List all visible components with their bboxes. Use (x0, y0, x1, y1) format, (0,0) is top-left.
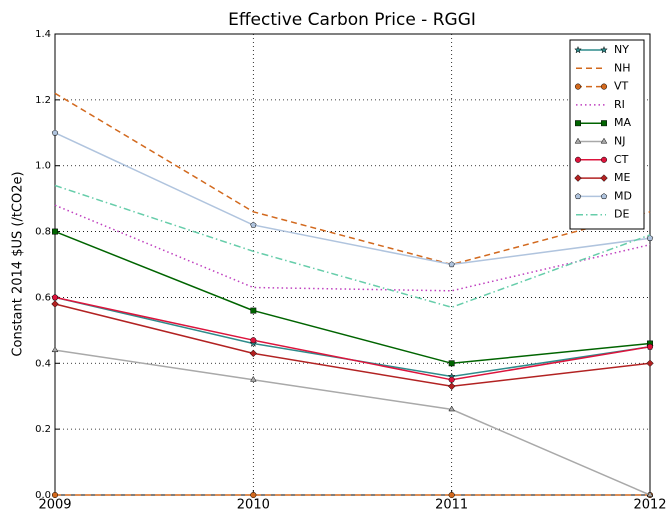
marker (601, 120, 607, 127)
marker (574, 174, 582, 182)
legend-label: CT (614, 153, 629, 166)
legend-label: RI (614, 98, 625, 111)
marker (600, 45, 608, 54)
marker (574, 137, 582, 144)
y-tick-label: 0.2 (35, 424, 51, 435)
marker (574, 193, 582, 200)
legend-label: NH (614, 61, 631, 74)
series-line (54, 296, 651, 381)
marker (448, 405, 455, 412)
marker (447, 382, 456, 391)
marker (646, 491, 654, 497)
legend-label: ME (614, 171, 630, 184)
legend-label: VT (614, 80, 629, 93)
marker (574, 83, 582, 90)
series-line (54, 230, 651, 365)
marker (52, 228, 58, 235)
series-line (54, 204, 651, 292)
marker (448, 360, 455, 367)
marker (575, 120, 581, 127)
marker (646, 343, 654, 350)
y-tick-label: 0.0 (35, 490, 51, 501)
marker (574, 156, 582, 163)
marker (250, 491, 257, 499)
marker (600, 193, 608, 200)
marker (51, 491, 59, 499)
marker (51, 346, 59, 353)
series-line (54, 92, 651, 266)
marker (574, 45, 582, 54)
plot-frame (54, 33, 651, 496)
series-line (54, 303, 651, 388)
marker (448, 261, 455, 268)
legend-label: MD (614, 189, 632, 202)
x-tick-label: 2010 (237, 498, 270, 513)
marker (249, 349, 258, 358)
marker (448, 491, 455, 499)
marker (448, 376, 455, 383)
series-line (54, 132, 651, 266)
legend-label: NY (614, 43, 629, 56)
y-tick-label: 1.4 (35, 29, 51, 40)
marker (250, 221, 257, 228)
marker (646, 234, 654, 241)
legend-label: MA (614, 116, 631, 129)
marker (600, 137, 608, 144)
marker (51, 294, 59, 301)
y-tick-label: 0.4 (35, 358, 51, 369)
x-tick-label: 2011 (435, 498, 468, 513)
marker (600, 174, 608, 182)
marker (250, 337, 257, 344)
x-tick-label: 2009 (38, 498, 71, 513)
y-tick-label: 1.2 (35, 95, 51, 106)
marker (250, 307, 257, 314)
marker (646, 359, 654, 368)
marker (250, 375, 257, 382)
chart-title: Effective Carbon Price - RGGI (228, 10, 476, 30)
series-line (54, 349, 651, 496)
marker (600, 83, 608, 90)
y-tick-label: 0.8 (35, 227, 51, 238)
legend-label: DE (614, 208, 629, 221)
y-axis-label: Constant 2014 $US (/tCO2e) (11, 171, 26, 356)
x-tick-label: 2012 (633, 498, 666, 513)
marker (51, 300, 59, 308)
legend-box (569, 39, 645, 230)
marker (51, 129, 59, 136)
marker (600, 156, 608, 163)
y-tick-label: 1.0 (35, 161, 51, 172)
series-line (54, 184, 651, 309)
y-tick-label: 0.6 (35, 292, 51, 303)
legend-label: NJ (614, 135, 625, 148)
